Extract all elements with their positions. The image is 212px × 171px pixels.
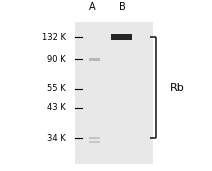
Text: Rb: Rb	[170, 83, 184, 93]
Text: 43 K: 43 K	[47, 103, 66, 112]
Text: A: A	[89, 2, 96, 12]
Bar	[75, 22, 153, 164]
Text: 90 K: 90 K	[47, 55, 66, 64]
Text: B: B	[119, 2, 125, 12]
Text: 132 K: 132 K	[42, 33, 66, 42]
Text: 55 K: 55 K	[47, 84, 66, 93]
Bar	[111, 34, 132, 41]
Bar	[88, 58, 100, 61]
Bar	[88, 137, 100, 139]
Text: 34 K: 34 K	[47, 134, 66, 143]
Bar	[88, 141, 100, 143]
